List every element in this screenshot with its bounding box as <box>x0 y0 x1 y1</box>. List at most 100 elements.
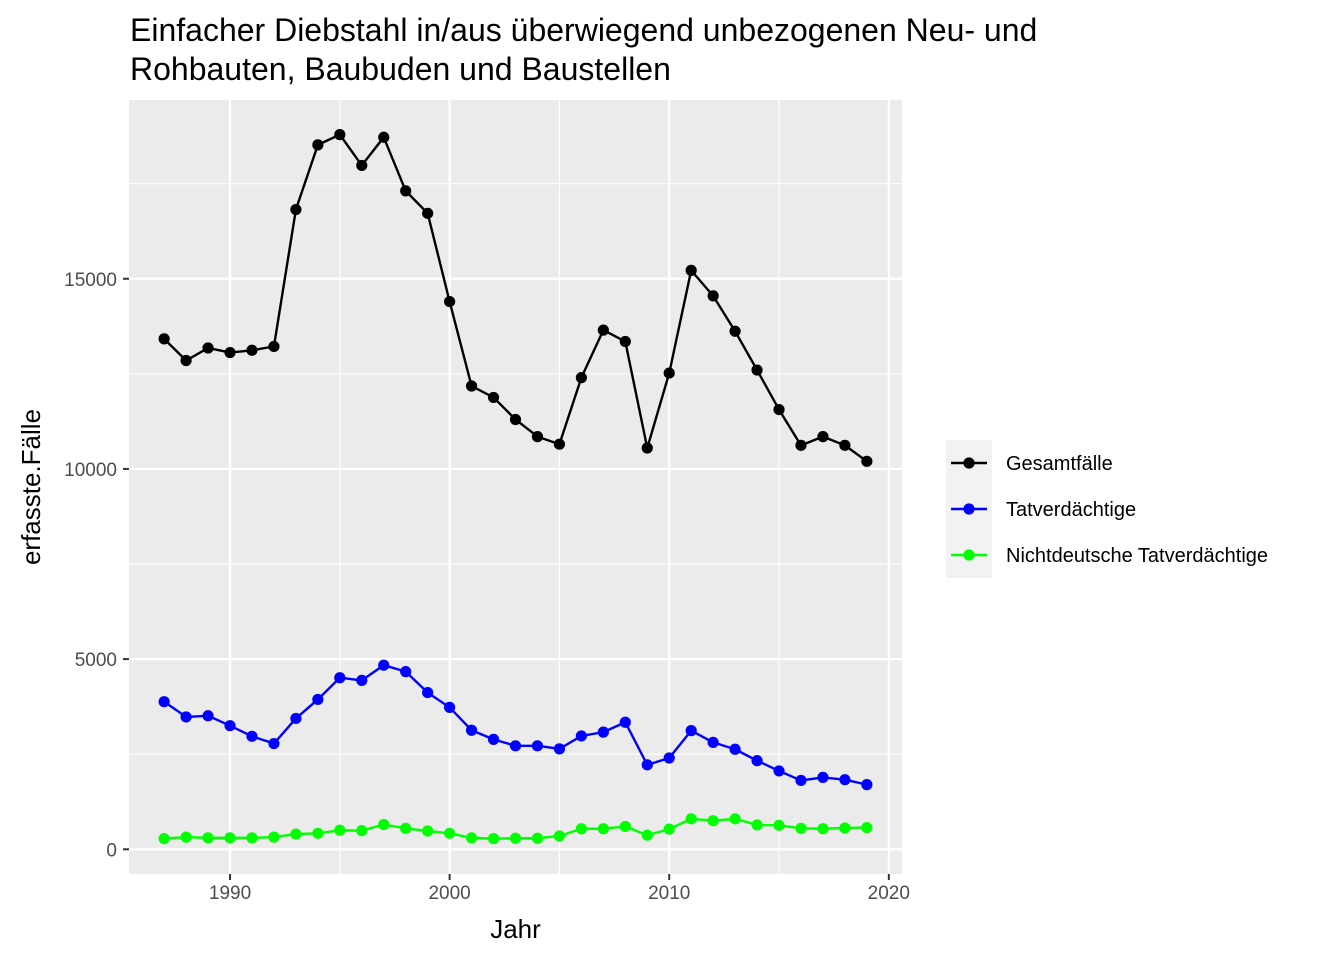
data-point <box>180 831 192 843</box>
legend-key-point <box>963 549 975 561</box>
x-axis-label: Jahr <box>490 914 541 944</box>
data-point <box>729 743 741 755</box>
data-point <box>817 771 829 783</box>
data-point <box>619 716 631 728</box>
data-point <box>312 139 324 151</box>
plot-panel <box>129 100 902 874</box>
x-tick-label: 1990 <box>209 883 251 904</box>
data-point <box>290 828 302 840</box>
data-point <box>422 825 434 837</box>
data-point <box>839 822 851 834</box>
chart-title: Einfacher Diebstahl in/aus überwiegend u… <box>130 12 1037 48</box>
data-point <box>378 131 390 143</box>
legend-key-point <box>963 457 975 469</box>
data-point <box>861 779 873 791</box>
data-point <box>202 710 214 722</box>
data-point <box>180 354 192 367</box>
data-point <box>444 701 456 714</box>
data-point <box>685 725 697 737</box>
data-point <box>729 325 741 337</box>
legend: Gesamtfälle Tatverdächtige Nichtdeutsche T… <box>946 440 1268 578</box>
data-point <box>202 342 214 354</box>
data-point <box>861 821 873 834</box>
data-point <box>817 431 829 443</box>
data-point <box>773 819 785 831</box>
data-point <box>224 720 236 732</box>
data-point <box>729 813 741 825</box>
data-point <box>597 823 609 835</box>
data-point <box>597 726 609 738</box>
data-point <box>685 264 697 276</box>
x-tick-label: 2010 <box>648 883 690 904</box>
data-point <box>795 774 807 787</box>
data-point <box>707 815 719 827</box>
data-point <box>641 759 653 771</box>
chart-title-line-2: Rohbauten, Baubuden und Baustellen <box>130 51 671 87</box>
data-point <box>509 832 522 844</box>
data-point <box>356 825 368 837</box>
data-point <box>378 818 390 831</box>
data-point <box>400 822 412 834</box>
data-point <box>619 820 631 833</box>
data-point <box>334 824 346 836</box>
data-point <box>575 730 587 742</box>
data-point <box>400 666 412 678</box>
data-point <box>795 439 807 451</box>
data-point <box>839 774 851 786</box>
data-point <box>685 813 697 825</box>
data-point <box>378 659 390 671</box>
data-point <box>773 404 785 416</box>
data-point <box>312 693 324 706</box>
data-point <box>202 832 214 844</box>
data-point <box>817 823 829 835</box>
data-point <box>707 736 719 749</box>
data-point <box>839 439 851 451</box>
data-point <box>224 346 236 359</box>
data-point <box>158 833 170 845</box>
data-point <box>465 380 478 392</box>
data-point <box>334 672 346 684</box>
data-point <box>531 431 544 443</box>
data-point <box>553 438 566 450</box>
data-point <box>180 711 192 723</box>
data-point <box>795 822 807 834</box>
data-point <box>663 823 675 835</box>
data-point <box>268 737 280 750</box>
data-point <box>444 295 456 308</box>
data-point <box>509 740 522 752</box>
data-point <box>553 743 566 755</box>
data-point <box>531 740 544 752</box>
major-gridlines <box>129 100 902 874</box>
legend-label: Tatverdächtige <box>1006 499 1136 521</box>
data-point <box>575 372 587 384</box>
data-point <box>356 674 368 687</box>
data-point <box>268 831 280 843</box>
data-point <box>334 129 346 141</box>
x-tick-label: 2000 <box>428 883 470 904</box>
data-point <box>861 455 873 467</box>
data-point <box>487 391 500 404</box>
data-point <box>312 827 324 839</box>
data-point <box>246 730 258 742</box>
data-point <box>663 367 675 379</box>
data-point <box>246 832 258 844</box>
y-tick-label: 10000 <box>64 460 117 481</box>
legend-label: Nichtdeutsche Tatverdächtige <box>1006 545 1268 567</box>
data-point <box>751 364 763 376</box>
data-point <box>487 833 500 845</box>
data-point <box>422 686 434 699</box>
axis-ticks <box>123 277 890 880</box>
data-point <box>290 203 302 216</box>
data-point <box>641 442 653 454</box>
data-point <box>465 724 478 736</box>
y-tick-label: 0 <box>106 840 117 861</box>
data-point <box>290 712 302 725</box>
data-point <box>575 823 587 835</box>
series-points <box>158 129 873 845</box>
legend-key-point <box>963 503 975 515</box>
data-point <box>400 185 412 197</box>
data-point <box>422 207 434 219</box>
data-point <box>553 830 566 842</box>
data-point <box>597 324 609 336</box>
